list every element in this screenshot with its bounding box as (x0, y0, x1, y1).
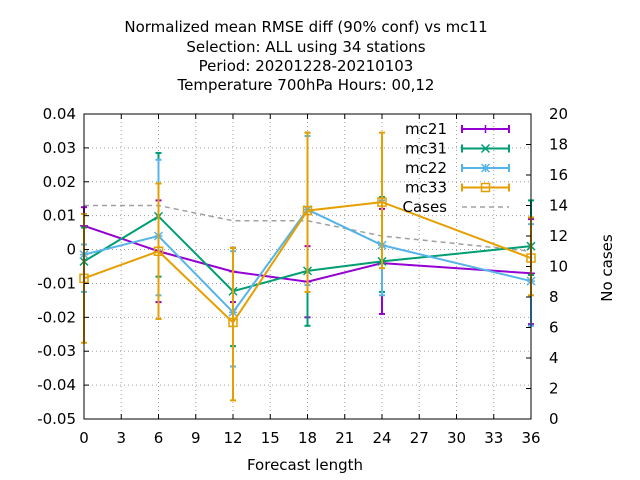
series-layer (79, 131, 536, 402)
legend-label: mc22 (405, 159, 447, 177)
y-tick-label: 0 (66, 241, 76, 259)
data-point (480, 182, 491, 193)
data-point (153, 246, 164, 256)
legend-item-mc33: mc33 (405, 179, 510, 197)
x-tick-label: 12 (223, 429, 242, 447)
legend-label: mc33 (405, 179, 447, 197)
chart-title: Normalized mean RMSE diff (90% conf) vs … (124, 18, 487, 94)
x-tick-label: 21 (335, 429, 354, 447)
y2-tick-label: 14 (549, 197, 568, 215)
series-line (84, 204, 532, 252)
x-axis: 0 3 6 9 12 15 18 21 24 27 30 33 36 (79, 114, 541, 447)
series-line (83, 201, 532, 324)
x-tick-label: 18 (298, 429, 317, 447)
y2-tick-label: 12 (549, 227, 568, 245)
y-tick-label: -0.02 (37, 308, 76, 326)
y2-tick-label: 18 (549, 136, 568, 154)
data-point (302, 205, 313, 216)
title-line-1: Normalized mean RMSE diff (90% conf) vs … (124, 18, 487, 36)
title-line-3: Period: 20201228-20210103 (199, 57, 414, 75)
y-tick-label: 0.01 (43, 207, 76, 225)
x-tick-label: 33 (484, 429, 503, 447)
data-point (480, 143, 491, 154)
x-tick-label: 9 (191, 429, 201, 447)
y-tick-label: 0.02 (43, 173, 76, 191)
x-tick-label: 3 (116, 429, 126, 447)
legend-item-mc31: mc31 (405, 140, 510, 158)
y2-tick-label: 10 (549, 258, 568, 276)
data-point (228, 317, 238, 328)
y-tick-label: -0.04 (37, 376, 76, 394)
series-cases (84, 204, 532, 252)
y-axis: 0.04 0.03 0.02 0.01 0 -0.01 -0.02 -0.03 -0.04 -0.… (37, 105, 89, 428)
y2-tick-label: 6 (549, 319, 559, 337)
legend-label: mc21 (405, 120, 447, 138)
legend-label: mc31 (405, 140, 447, 158)
y2-tick-label: 4 (549, 349, 559, 367)
x-tick-label: 24 (372, 429, 391, 447)
cases-layer (84, 204, 532, 252)
y-tick-label: 0.03 (43, 139, 76, 157)
series-mc33 (79, 131, 536, 402)
y-tick-label: -0.05 (37, 410, 76, 428)
legend-item-mc22: mc22 (405, 159, 510, 177)
y-tick-label: -0.03 (37, 342, 76, 360)
title-line-2: Selection: ALL using 34 stations (186, 38, 425, 56)
legend-item-mc21: mc21 (405, 120, 510, 138)
x-tick-label: 15 (261, 429, 280, 447)
y-tick-label: 0.04 (43, 105, 76, 123)
legend-label: Cases (402, 198, 447, 216)
x-tick-label: 30 (447, 429, 466, 447)
series-line (83, 208, 532, 314)
y2-tick-label: 16 (549, 166, 568, 184)
y-tick-label: -0.01 (37, 274, 76, 292)
data-point (480, 163, 491, 173)
series-line (83, 215, 532, 293)
y2-tick-label: 2 (549, 380, 559, 398)
title-line-4: Temperature 700hPa Hours: 00,12 (177, 76, 435, 94)
x-tick-label: 0 (79, 429, 89, 447)
y2-tick-label: 0 (549, 410, 559, 428)
y2-tick-label: 8 (549, 288, 559, 306)
x-axis-label: Forecast length (247, 456, 363, 474)
legend-item-cases: Cases (402, 198, 509, 216)
y2-axis-label: No cases (598, 234, 616, 302)
data-point (377, 197, 387, 207)
series-line (83, 224, 532, 283)
x-tick-label: 6 (154, 429, 164, 447)
x-tick-label: 36 (521, 429, 540, 447)
y2-tick-label: 20 (549, 105, 568, 123)
x-tick-label: 27 (410, 429, 429, 447)
